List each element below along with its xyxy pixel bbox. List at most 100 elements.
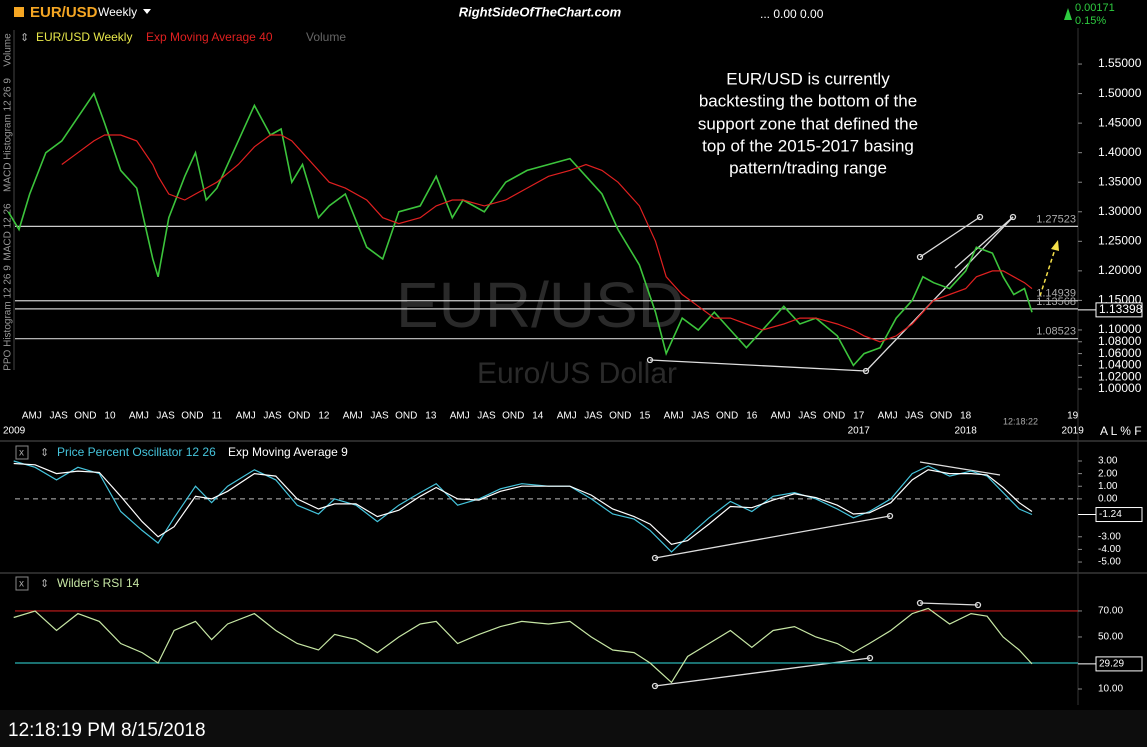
last-value-box [1095,302,1143,318]
x-tick-label: AMJ [129,411,149,422]
y-tick-label: 1.08000 [1098,334,1142,348]
x-tick-label: JAS [691,411,710,422]
x-tick-label: AMJ [664,411,684,422]
interval[interactable]: Weekly [98,5,137,19]
anchor [886,512,894,520]
last-value-box [1095,656,1143,672]
x-tick-label: 10 [104,411,116,422]
close-icon[interactable]: x [19,448,24,459]
arrow-head [1051,240,1059,251]
legend-entry: Wilder's RSI 14 [57,576,140,590]
ohlc: ... 0.00 0.00 [760,7,824,21]
y-tick-label: 70.00 [1098,606,1123,617]
legend-volume[interactable]: Volume [306,30,346,44]
annotation-line: support zone that defined the [698,114,918,133]
move-icon[interactable]: ⇕ [40,578,49,590]
x-tick-label: AMJ [771,411,791,422]
anchor [651,554,659,562]
x-tick-label: AMJ [236,411,256,422]
y-tick-label: 1.45000 [1098,115,1142,129]
timestamp: 12:18:19 PM 8/15/2018 [8,720,206,741]
x-tick-label: OND [930,411,952,422]
y-tick-label: 1.40000 [1098,145,1142,159]
legend-entry: EUR/USD Weekly [36,30,132,44]
move-icon[interactable]: ⇕ [40,447,49,459]
anchor [976,213,984,221]
x-tick-label: AMJ [450,411,470,422]
anchor [862,367,870,375]
x-tick-label: OND [74,411,96,422]
x-tick-label: JAS [263,411,282,422]
x-year-label: 2017 [848,426,871,437]
anchor [646,356,654,364]
y-tick-label: 1.50000 [1098,86,1142,100]
x-year-label: 2009 [3,426,26,437]
change: 0.00171 [1075,2,1115,14]
x-tick-label: AMJ [557,411,577,422]
y-tick-label: 1.06000 [1098,346,1142,360]
x-tick-label: JAS [584,411,603,422]
y-tick-label: 10.00 [1098,684,1123,695]
y-tick-label: 1.55000 [1098,56,1142,70]
x-tick-label: OND [395,411,417,422]
legend-entry: Exp Moving Average 40 [146,30,273,44]
anchor [974,601,982,609]
change-pct: 0.15% [1075,15,1106,27]
x-tick-label: OND [823,411,845,422]
toolbar[interactable]: A L % F [1100,424,1142,438]
anchor [651,682,659,690]
dropdown-icon[interactable] [143,9,151,14]
annotation: EUR/USD is currently backtesting the bot… [698,69,918,177]
series-line [7,91,1033,367]
y-tick-label: 1.04000 [1098,358,1142,372]
support-label: 1.13568 [1036,296,1076,308]
y-tick-label: 1.20000 [1098,263,1142,277]
y-tick-label: -5.00 [1098,557,1121,568]
series-line [13,462,1033,545]
status-bar [0,710,1147,747]
anchor [916,599,924,607]
trendline [919,216,981,258]
last-value-label: 1.13398 [1099,302,1143,316]
watermark-subtitle: Euro/US Dollar [477,357,677,390]
x-tick-label: 18 [960,411,972,422]
x-tick-label: AMJ [343,411,363,422]
side-label[interactable]: PPO Histogram 12 26 9 [3,265,14,371]
annotation-line: backtesting the bottom of the [699,91,917,110]
symbol[interactable]: EUR/USD [30,4,98,21]
last-value-label: 29.29 [1099,659,1124,670]
side-label[interactable]: MACD 12 26 [3,203,14,261]
trendlines [646,213,1017,690]
trendline [654,515,891,559]
annotation-line: top of the 2015-2017 basing [702,136,914,155]
legend-entry: Exp Moving Average 9 [228,445,348,459]
site: RightSideOfTheChart.com [459,4,622,19]
x-tick-label: JAS [156,411,175,422]
side-label[interactable]: Volume [3,33,14,67]
y-tick-label: 1.25000 [1098,233,1142,247]
annotation-line: pattern/trading range [729,158,887,177]
x-tick-label: OND [181,411,203,422]
y-tick-label: 1.10000 [1098,322,1142,336]
x-tick-label: 16 [746,411,758,422]
y-tick-label: 0.00 [1098,494,1118,505]
trendline [865,216,1014,372]
trendline [919,461,1001,476]
move-icon[interactable]: ⇕ [20,32,29,44]
close-box[interactable] [15,576,29,591]
side-label[interactable]: MACD Histogram 12 26 9 [3,78,14,192]
x-tick-label: JAS [477,411,496,422]
x-year-label: 2018 [955,426,978,437]
x-tick-label: AMJ [878,411,898,422]
x-tick-label: 14 [532,411,544,422]
trendline [649,359,867,372]
close-icon[interactable]: x [19,579,24,590]
legend-entry: Price Percent Oscillator 12 26 [57,445,216,459]
y-tick-label: 1.02000 [1098,369,1142,383]
close-box[interactable] [15,445,29,460]
x-tick-label: 13 [425,411,437,422]
up-arrow [1064,8,1072,20]
last-value-box [1095,507,1143,523]
